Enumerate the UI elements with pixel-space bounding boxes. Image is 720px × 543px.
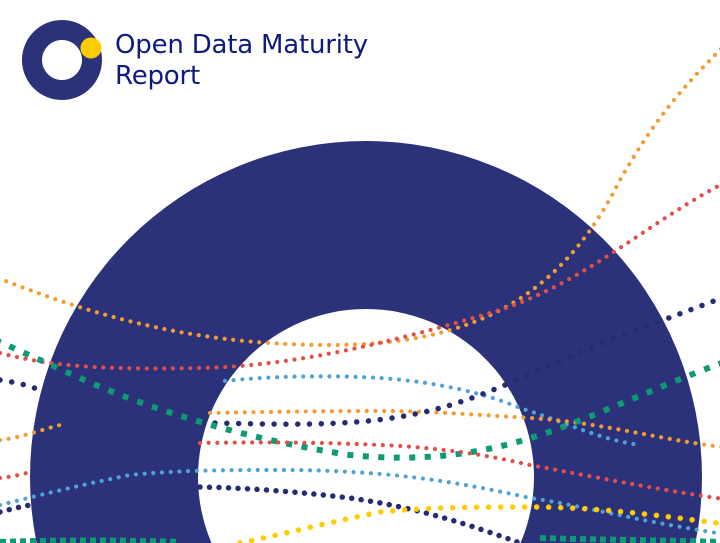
navy-line-low: [0, 484, 523, 543]
yellow-line: [237, 504, 720, 543]
header: Open Data Maturity Report: [0, 0, 420, 110]
red-line-top: [0, 182, 720, 371]
light-blue-line-top: [222, 374, 643, 448]
green-line: [0, 338, 720, 461]
page-title: Open Data Maturity Report: [115, 30, 368, 92]
orange-line-mid: [0, 408, 720, 449]
green-line-bottom: [0, 535, 720, 543]
title-line-1: Open Data Maturity: [115, 30, 368, 60]
dotted-lines-foreground: [0, 47, 720, 543]
odm-ring-logo-icon: [21, 20, 102, 100]
orange-line-top: [0, 47, 720, 348]
navy-line-mid: [0, 295, 720, 427]
title-line-2: Report: [115, 61, 200, 91]
red-line-mid: [0, 440, 720, 501]
